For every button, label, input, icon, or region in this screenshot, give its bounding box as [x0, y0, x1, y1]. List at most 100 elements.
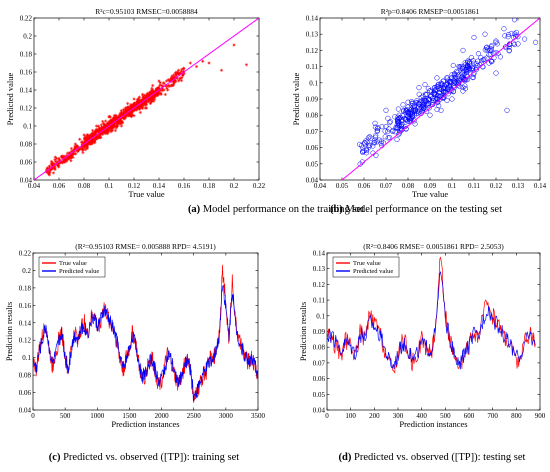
- data-point: [177, 79, 181, 83]
- data-point: [510, 40, 517, 46]
- data-point: [143, 95, 147, 99]
- data-point: [417, 99, 423, 105]
- data-point: [156, 93, 160, 97]
- data-point: [51, 171, 55, 175]
- y-tick-label: 0.08: [20, 141, 33, 149]
- data-point: [372, 134, 379, 140]
- data-point: [95, 133, 99, 138]
- data-point: [436, 97, 442, 103]
- data-point: [176, 70, 180, 74]
- data-point: [179, 69, 183, 74]
- data-point: [357, 161, 363, 167]
- data-point: [400, 102, 406, 108]
- data-point: [81, 150, 85, 155]
- data-point: [438, 107, 444, 113]
- x-tick-label: 0.2: [230, 182, 239, 190]
- x-tick-label: 0.06: [53, 182, 66, 190]
- data-point: [132, 114, 136, 118]
- data-point: [62, 157, 67, 161]
- data-point: [96, 135, 100, 139]
- data-point: [447, 79, 453, 85]
- data-point: [152, 97, 157, 102]
- data-point: [399, 118, 405, 124]
- data-point: [67, 155, 71, 159]
- data-point: [372, 120, 378, 126]
- x-tick-label: 3500: [251, 412, 266, 420]
- data-point: [81, 144, 85, 148]
- data-point: [145, 91, 150, 95]
- data-point: [368, 135, 374, 141]
- data-point: [159, 83, 164, 88]
- data-point: [144, 99, 149, 104]
- y-tick-label: 0.05: [313, 391, 326, 399]
- data-point: [155, 91, 159, 96]
- data-point: [68, 156, 72, 161]
- data-point: [120, 120, 124, 124]
- chart-panel-2: 0.04 0.05 0.06 0.07 0.08 0.09 0.1 0.11 0.12 0.13 0…: [291, 7, 547, 199]
- data-point: [172, 73, 176, 77]
- data-point: [482, 47, 488, 53]
- data-point: [159, 91, 163, 95]
- y-tick-label: 0.12: [20, 105, 33, 113]
- data-point: [85, 136, 89, 140]
- data-point: [133, 103, 137, 107]
- data-point: [512, 31, 518, 37]
- panel-caption: (a) Model performance on the training se…: [188, 204, 364, 215]
- data-point: [371, 140, 377, 146]
- data-point: [89, 132, 93, 137]
- data-point: [130, 108, 135, 112]
- data-point: [165, 84, 169, 88]
- data-point: [132, 105, 136, 109]
- y-axis-label: Predicted value: [5, 72, 15, 125]
- data-point: [71, 155, 75, 159]
- data-point: [408, 98, 415, 105]
- data-point: [493, 70, 499, 76]
- data-point: [157, 92, 161, 96]
- data-point: [173, 71, 177, 76]
- data-point: [441, 88, 447, 94]
- data-point: [174, 73, 178, 77]
- data-point: [135, 98, 139, 102]
- data-point: [106, 127, 111, 131]
- x-tick-label: 0: [31, 412, 35, 420]
- data-point: [385, 115, 391, 121]
- x-tick-label: 0.08: [78, 182, 91, 190]
- data-point: [150, 86, 154, 91]
- data-point: [125, 113, 129, 117]
- chart-title: (R²=0.95103 RMSE= 0.005888 RPD= 4.5191): [75, 242, 216, 251]
- y-tick-label: 0.16: [20, 69, 33, 77]
- y-tick-label: 0.06: [20, 159, 33, 167]
- data-point: [124, 115, 128, 119]
- y-tick-label: 0.08: [19, 372, 32, 380]
- x-tick-label: 1000: [90, 412, 105, 420]
- data-point: [445, 85, 451, 91]
- x-tick-label: 0.16: [178, 182, 191, 190]
- data-point: [138, 110, 142, 115]
- x-tick-label: 0.08: [402, 182, 415, 190]
- data-point: [142, 101, 147, 105]
- data-point: [156, 87, 160, 91]
- data-point: [106, 121, 110, 126]
- data-point: [416, 85, 422, 91]
- data-point: [415, 101, 422, 107]
- data-point: [449, 75, 455, 81]
- chart-title: R²p=0.8406 RMSEP=0.0051861: [381, 7, 480, 16]
- data-point: [194, 65, 199, 69]
- x-tick-label: 700: [487, 412, 498, 420]
- data-point: [65, 151, 70, 155]
- data-point: [121, 112, 125, 116]
- data-point: [179, 78, 184, 83]
- data-point: [150, 97, 155, 101]
- data-point: [162, 81, 166, 85]
- y-tick-label: 0.1: [316, 312, 325, 320]
- data-point: [180, 67, 184, 72]
- data-point: [434, 75, 440, 81]
- x-tick-label: 0.09: [424, 182, 437, 190]
- data-point: [113, 128, 117, 133]
- y-tick-label: 0.14: [19, 319, 32, 327]
- data-layer: [34, 18, 259, 180]
- data-point: [81, 147, 85, 152]
- data-point: [441, 84, 448, 90]
- data-point: [147, 93, 151, 98]
